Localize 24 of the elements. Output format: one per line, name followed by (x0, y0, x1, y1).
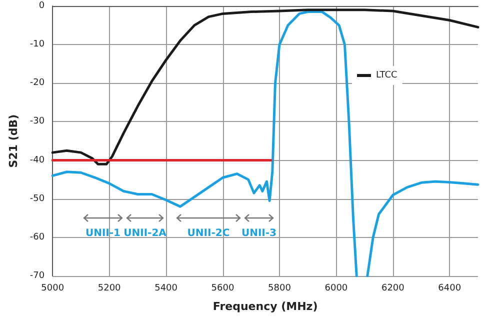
x-tick-label: 5800 (268, 284, 292, 294)
x-tick-label: 5200 (98, 284, 122, 294)
annotation: UNII-2C (187, 228, 230, 239)
x-axis-title: Frequency (MHz) (212, 300, 318, 313)
x-tick-label: 5600 (211, 284, 234, 294)
annotation: UNII-2A (124, 228, 167, 239)
x-tick-label: 6000 (324, 284, 348, 294)
x-tick-label: 6400 (438, 284, 462, 294)
x-tick-label: 5000 (41, 284, 64, 294)
y-tick-label: -60 (30, 232, 45, 242)
x-tick-label: 5400 (154, 284, 178, 294)
x-tick-label: 6200 (381, 284, 405, 294)
annotation: UNII-1 (85, 228, 121, 239)
y-tick-label: -30 (30, 116, 45, 127)
y-tick-label: -70 (30, 271, 45, 281)
annotation: UNII-3 (241, 228, 277, 239)
y-axis-title: S21 (dB) (7, 114, 20, 168)
y-tick-label: 0 (38, 1, 45, 11)
line-series (51, 8, 480, 166)
y-tick-label: -50 (30, 194, 45, 204)
y-tick-label: -20 (30, 78, 45, 88)
y-tick-label: -10 (30, 40, 45, 50)
y-tick-label: -40 (30, 155, 45, 166)
legend-label: LTCC (376, 70, 398, 80)
